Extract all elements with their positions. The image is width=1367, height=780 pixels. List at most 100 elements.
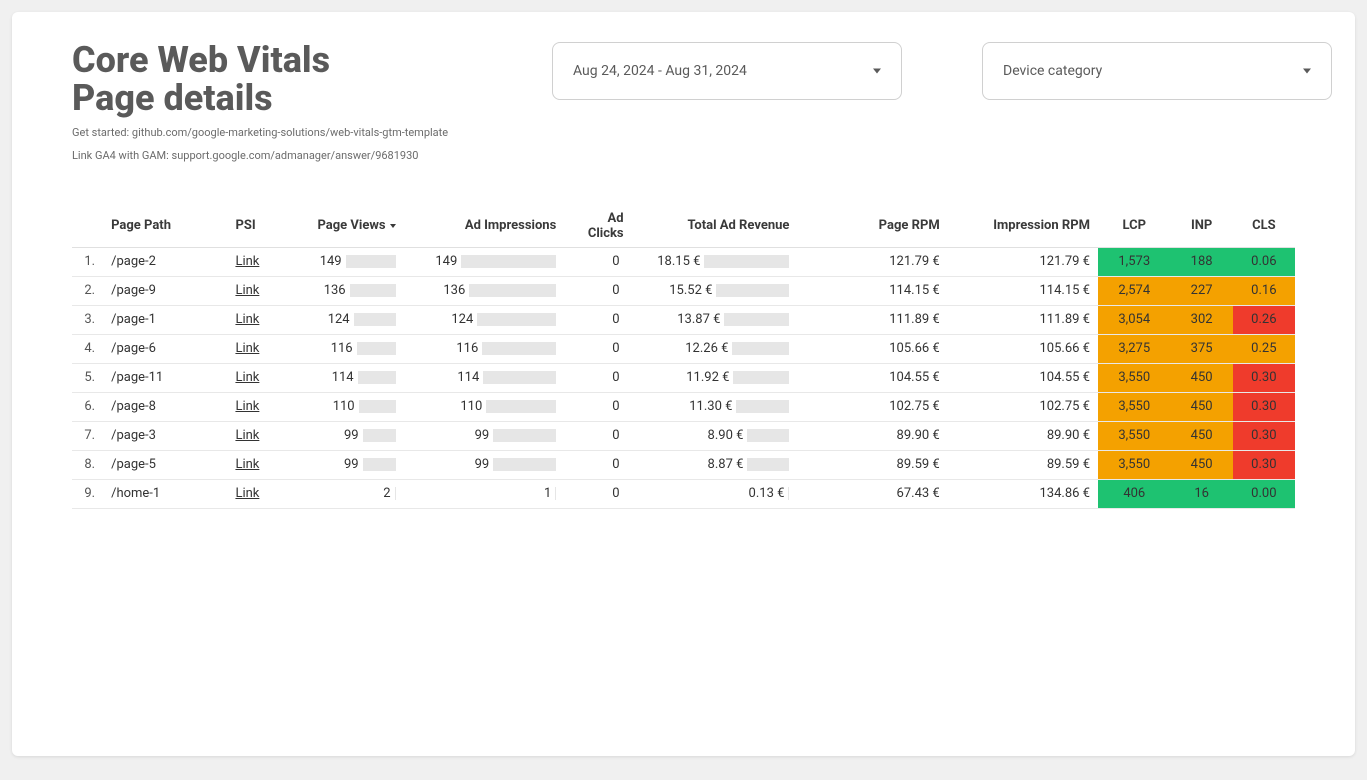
lcp-cell: 1,573 — [1098, 247, 1171, 276]
ad-impressions-cell: 124 — [404, 305, 565, 334]
impression-rpm-cell: 121.79 € — [948, 247, 1098, 276]
cls-cell: 0.00 — [1233, 479, 1295, 508]
psi-link[interactable]: Link — [235, 254, 259, 269]
col-page-path[interactable]: Page Path — [103, 205, 227, 248]
col-psi[interactable]: PSI — [227, 205, 279, 248]
chevron-down-icon — [873, 69, 881, 74]
impression-rpm-cell: 104.55 € — [948, 363, 1098, 392]
col-idx — [72, 205, 103, 248]
page-path: /page-2 — [103, 247, 227, 276]
lcp-cell: 406 — [1098, 479, 1171, 508]
psi-link[interactable]: Link — [235, 370, 259, 385]
row-index: 1. — [72, 247, 103, 276]
psi-link[interactable]: Link — [235, 457, 259, 472]
col-cls[interactable]: CLS — [1233, 205, 1295, 248]
col-impression-rpm[interactable]: Impression RPM — [948, 205, 1098, 248]
impression-rpm-cell: 111.89 € — [948, 305, 1098, 334]
subtitle-2: Link GA4 with GAM: support.google.com/ad… — [72, 147, 472, 165]
col-page-views[interactable]: Page Views — [279, 205, 403, 248]
cls-cell: 0.16 — [1233, 276, 1295, 305]
ad-impressions-cell: 1 — [404, 479, 565, 508]
total-revenue-cell: 12.26 € — [632, 334, 798, 363]
psi-link-cell: Link — [227, 421, 279, 450]
total-revenue-cell: 11.30 € — [632, 392, 798, 421]
chevron-down-icon — [1303, 69, 1311, 74]
date-range-label: Aug 24, 2024 - Aug 31, 2024 — [573, 63, 747, 79]
device-category-label: Device category — [1003, 63, 1102, 79]
inp-cell: 227 — [1171, 276, 1233, 305]
page-path: /page-6 — [103, 334, 227, 363]
psi-link[interactable]: Link — [235, 486, 259, 501]
page-rpm-cell: 111.89 € — [797, 305, 947, 334]
page-rpm-cell: 89.90 € — [797, 421, 947, 450]
inp-cell: 450 — [1171, 450, 1233, 479]
col-total-revenue[interactable]: Total Ad Revenue — [632, 205, 798, 248]
page-views-cell: 124 — [279, 305, 403, 334]
page-rpm-cell: 102.75 € — [797, 392, 947, 421]
ad-clicks-cell: 0 — [564, 276, 631, 305]
cls-cell: 0.30 — [1233, 363, 1295, 392]
psi-link-cell: Link — [227, 392, 279, 421]
inp-cell: 375 — [1171, 334, 1233, 363]
page-path: /page-11 — [103, 363, 227, 392]
table-row: 1. /page-2 Link 149 149 0 18.15 € 121.79… — [72, 247, 1295, 276]
ad-impressions-cell: 149 — [404, 247, 565, 276]
page-path: /page-1 — [103, 305, 227, 334]
psi-link[interactable]: Link — [235, 341, 259, 356]
ad-clicks-cell: 0 — [564, 334, 631, 363]
col-inp[interactable]: INP — [1171, 205, 1233, 248]
ad-impressions-cell: 99 — [404, 450, 565, 479]
ad-impressions-cell: 110 — [404, 392, 565, 421]
col-ad-clicks[interactable]: Ad Clicks — [564, 205, 631, 248]
inp-cell: 450 — [1171, 363, 1233, 392]
lcp-cell: 3,275 — [1098, 334, 1171, 363]
col-lcp[interactable]: LCP — [1098, 205, 1171, 248]
psi-link-cell: Link — [227, 305, 279, 334]
cls-cell: 0.25 — [1233, 334, 1295, 363]
row-index: 8. — [72, 450, 103, 479]
total-revenue-cell: 15.52 € — [632, 276, 798, 305]
total-revenue-cell: 11.92 € — [632, 363, 798, 392]
page-views-cell: 136 — [279, 276, 403, 305]
device-category-dropdown[interactable]: Device category — [982, 42, 1332, 100]
lcp-cell: 3,550 — [1098, 421, 1171, 450]
total-revenue-cell: 8.87 € — [632, 450, 798, 479]
table-row: 2. /page-9 Link 136 136 0 15.52 € 114.15… — [72, 276, 1295, 305]
cls-cell: 0.30 — [1233, 421, 1295, 450]
ad-clicks-cell: 0 — [564, 247, 631, 276]
psi-link[interactable]: Link — [235, 283, 259, 298]
ad-clicks-cell: 0 — [564, 421, 631, 450]
page-path: /page-3 — [103, 421, 227, 450]
col-ad-impressions[interactable]: Ad Impressions — [404, 205, 565, 248]
impression-rpm-cell: 89.59 € — [948, 450, 1098, 479]
inp-cell: 450 — [1171, 421, 1233, 450]
total-revenue-cell: 18.15 € — [632, 247, 798, 276]
inp-cell: 302 — [1171, 305, 1233, 334]
sort-desc-icon — [390, 224, 396, 228]
psi-link[interactable]: Link — [235, 399, 259, 414]
inp-cell: 16 — [1171, 479, 1233, 508]
psi-link[interactable]: Link — [235, 312, 259, 327]
table-header-row: Page Path PSI Page Views Ad Impressions … — [72, 205, 1295, 248]
row-index: 9. — [72, 479, 103, 508]
page-rpm-cell: 105.66 € — [797, 334, 947, 363]
report-card: Core Web Vitals Page details Get started… — [12, 12, 1355, 756]
table-row: 5. /page-11 Link 114 114 0 11.92 € 104.5… — [72, 363, 1295, 392]
page-title: Core Web Vitals Page details — [72, 42, 472, 118]
title-block: Core Web Vitals Page details Get started… — [72, 42, 472, 165]
cls-cell: 0.30 — [1233, 450, 1295, 479]
page-views-cell: 149 — [279, 247, 403, 276]
ad-clicks-cell: 0 — [564, 363, 631, 392]
row-index: 6. — [72, 392, 103, 421]
psi-link-cell: Link — [227, 450, 279, 479]
lcp-cell: 3,550 — [1098, 392, 1171, 421]
table-row: 9. /home-1 Link 2 1 0 0.13 € 67.43 € 134… — [72, 479, 1295, 508]
col-page-rpm[interactable]: Page RPM — [797, 205, 947, 248]
date-range-dropdown[interactable]: Aug 24, 2024 - Aug 31, 2024 — [552, 42, 902, 100]
psi-link[interactable]: Link — [235, 428, 259, 443]
page-views-cell: 110 — [279, 392, 403, 421]
psi-link-cell: Link — [227, 334, 279, 363]
inp-cell: 188 — [1171, 247, 1233, 276]
page-views-cell: 114 — [279, 363, 403, 392]
page-views-cell: 99 — [279, 450, 403, 479]
